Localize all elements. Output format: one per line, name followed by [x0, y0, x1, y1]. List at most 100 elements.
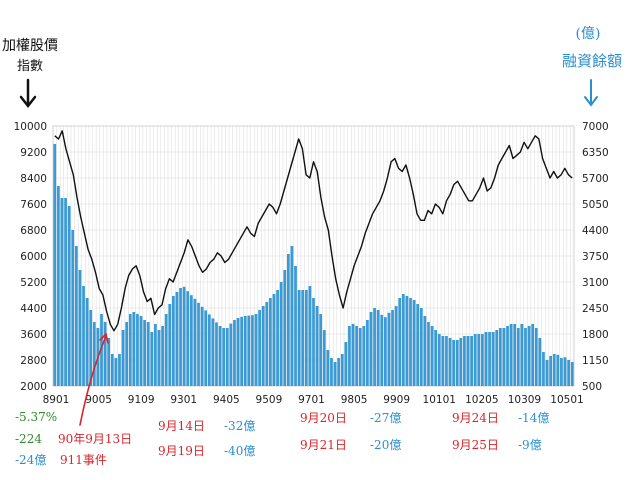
bar [531, 324, 535, 386]
bar [154, 324, 157, 386]
annotation-pct-change: -5.37% [15, 410, 57, 424]
axes: 10000 9200 8400 7600 6800 6000 5200 4400 3600 280… [14, 121, 609, 406]
left-tick-label: 7600 [20, 199, 47, 211]
bar [60, 198, 64, 386]
annotation-amt-0925: -9億 [518, 438, 542, 452]
bar [136, 314, 139, 386]
bar [427, 322, 430, 386]
bar [279, 282, 283, 386]
right-tick-label: 5700 [582, 173, 609, 185]
bar [200, 306, 204, 386]
bar [330, 358, 333, 386]
bar [441, 336, 445, 386]
bar [326, 350, 330, 386]
bar [556, 354, 560, 386]
bar [312, 298, 315, 386]
bar [416, 304, 420, 386]
bar [261, 306, 265, 386]
bar [560, 358, 563, 386]
bar [114, 358, 118, 386]
x-tick-label: 9109 [128, 394, 155, 406]
annotation-amt-0919: -40億 [224, 444, 255, 458]
bar [419, 308, 423, 386]
bar [383, 317, 387, 386]
bar [534, 328, 538, 386]
bar [78, 270, 82, 386]
annotation-margin-change: -24億 [15, 453, 46, 467]
bar [57, 186, 60, 386]
x-tick-label: 9301 [170, 394, 197, 406]
bar [545, 360, 549, 386]
bar [567, 360, 570, 386]
left-tick-label: 4400 [20, 303, 47, 315]
bar [538, 338, 542, 386]
x-tick-label: 8901 [43, 394, 70, 406]
bar [430, 326, 434, 386]
right-arrow-icon [584, 79, 598, 107]
annotation-date-0925: 9月25日 [452, 438, 499, 452]
bar [197, 302, 200, 386]
bar [355, 326, 358, 386]
bar [520, 324, 524, 386]
annotation-date-0919: 9月19日 [158, 444, 205, 458]
left-tick-label: 3600 [20, 329, 47, 341]
bar [398, 298, 402, 386]
left-tick-label: 6800 [20, 225, 47, 237]
bar [157, 330, 161, 386]
bar [204, 310, 208, 386]
bar [297, 290, 301, 386]
right-axis-title-line1: (億) [576, 26, 601, 42]
bar [110, 354, 114, 386]
bar [215, 322, 218, 386]
annotation-event-date: 90年9月13日 [58, 432, 132, 446]
x-tick-label: 9701 [298, 394, 325, 406]
bar [524, 328, 527, 386]
bar [290, 246, 294, 386]
annotation-date-0914: 9月14日 [158, 419, 205, 433]
x-tick-label: 9805 [341, 394, 368, 406]
bar [319, 314, 323, 386]
bar [570, 362, 574, 386]
bar [233, 320, 236, 386]
annotation-date-0924: 9月24日 [452, 411, 499, 425]
bar [516, 328, 520, 386]
bar [100, 314, 103, 386]
bar [358, 328, 362, 386]
right-tick-label: 2450 [582, 303, 609, 315]
bar [92, 322, 96, 386]
bar [315, 306, 319, 386]
bar [186, 291, 190, 386]
bar [344, 342, 348, 386]
right-tick-label: 5050 [582, 199, 609, 211]
bar [71, 230, 75, 386]
bar [394, 306, 398, 386]
bar [286, 254, 290, 386]
bar [380, 314, 384, 386]
bar [498, 328, 502, 386]
bar [423, 316, 427, 386]
bar [85, 298, 89, 386]
bar [552, 354, 556, 386]
bar [74, 246, 78, 386]
right-tick-label: 7000 [582, 121, 609, 133]
bar [366, 320, 369, 386]
left-tick-label: 10000 [14, 121, 47, 133]
bar [265, 302, 269, 386]
x-tick-label: 10501 [550, 394, 583, 406]
bar [477, 334, 481, 386]
bar [434, 330, 438, 386]
bar [340, 354, 344, 386]
bar [506, 326, 509, 386]
right-axis-title-line2: 融資餘額 [562, 52, 622, 70]
bar [240, 316, 244, 386]
bar [391, 310, 394, 386]
bar [542, 352, 545, 386]
bar [387, 312, 391, 386]
annotation-amt-0921: -20億 [370, 438, 401, 452]
bar [376, 310, 380, 386]
bar [459, 338, 463, 386]
bar [448, 338, 452, 386]
bar [143, 320, 146, 386]
bar [125, 322, 129, 386]
bar [179, 288, 182, 386]
